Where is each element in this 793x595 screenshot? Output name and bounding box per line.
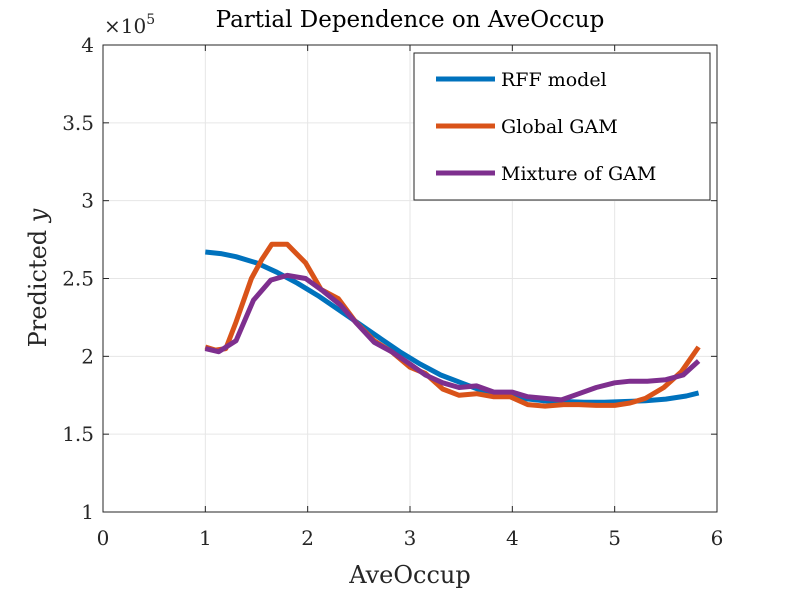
y-tick-label: 3 bbox=[81, 189, 94, 213]
y-axis-label-variable: y bbox=[24, 208, 52, 223]
x-tick-label: 4 bbox=[506, 526, 519, 550]
series-layer bbox=[204, 241, 701, 409]
y-tick-label: 2 bbox=[81, 344, 94, 368]
y-tick-label: 1 bbox=[81, 500, 94, 524]
y-tick-label: 1.5 bbox=[62, 422, 94, 446]
y-tick-label: 3.5 bbox=[62, 111, 94, 135]
y-axis-label-text: Predicted bbox=[24, 230, 52, 348]
series-line-rff-model bbox=[205, 249, 700, 405]
x-tick-label: 1 bbox=[199, 526, 212, 550]
x-tick-label: 3 bbox=[404, 526, 417, 550]
x-tick-label: 5 bbox=[608, 526, 621, 550]
legend-label-global-gam: Global GAM bbox=[501, 116, 618, 138]
x-axis-label: AveOccup bbox=[348, 561, 471, 589]
y-axis-label-gap bbox=[24, 222, 52, 230]
ticks: 0 1 2 3 4 5 611.522.533.54 bbox=[62, 33, 723, 550]
y-exponent-power: 5 bbox=[146, 12, 155, 28]
legend-label-mixture-of-gam: Mixture of GAM bbox=[501, 163, 656, 185]
chart-title: Partial Dependence on AveOccup bbox=[216, 7, 605, 33]
y-exponent-base: ×10 bbox=[104, 14, 146, 38]
legend: RFF model Global GAM Mixture of GAM bbox=[413, 52, 711, 201]
legend-label-rff-model: RFF model bbox=[501, 69, 607, 91]
series-line-mixture-of-gam bbox=[204, 272, 701, 403]
y-tick-label: 2.5 bbox=[62, 267, 94, 291]
y-axis-label: Predicted y bbox=[24, 208, 52, 347]
y-exponent-label: ×105 bbox=[104, 12, 155, 38]
y-tick-label: 4 bbox=[81, 33, 94, 57]
x-tick-label: 2 bbox=[301, 526, 314, 550]
x-tick-label: 0 bbox=[97, 526, 110, 550]
x-tick-label: 6 bbox=[711, 526, 724, 550]
